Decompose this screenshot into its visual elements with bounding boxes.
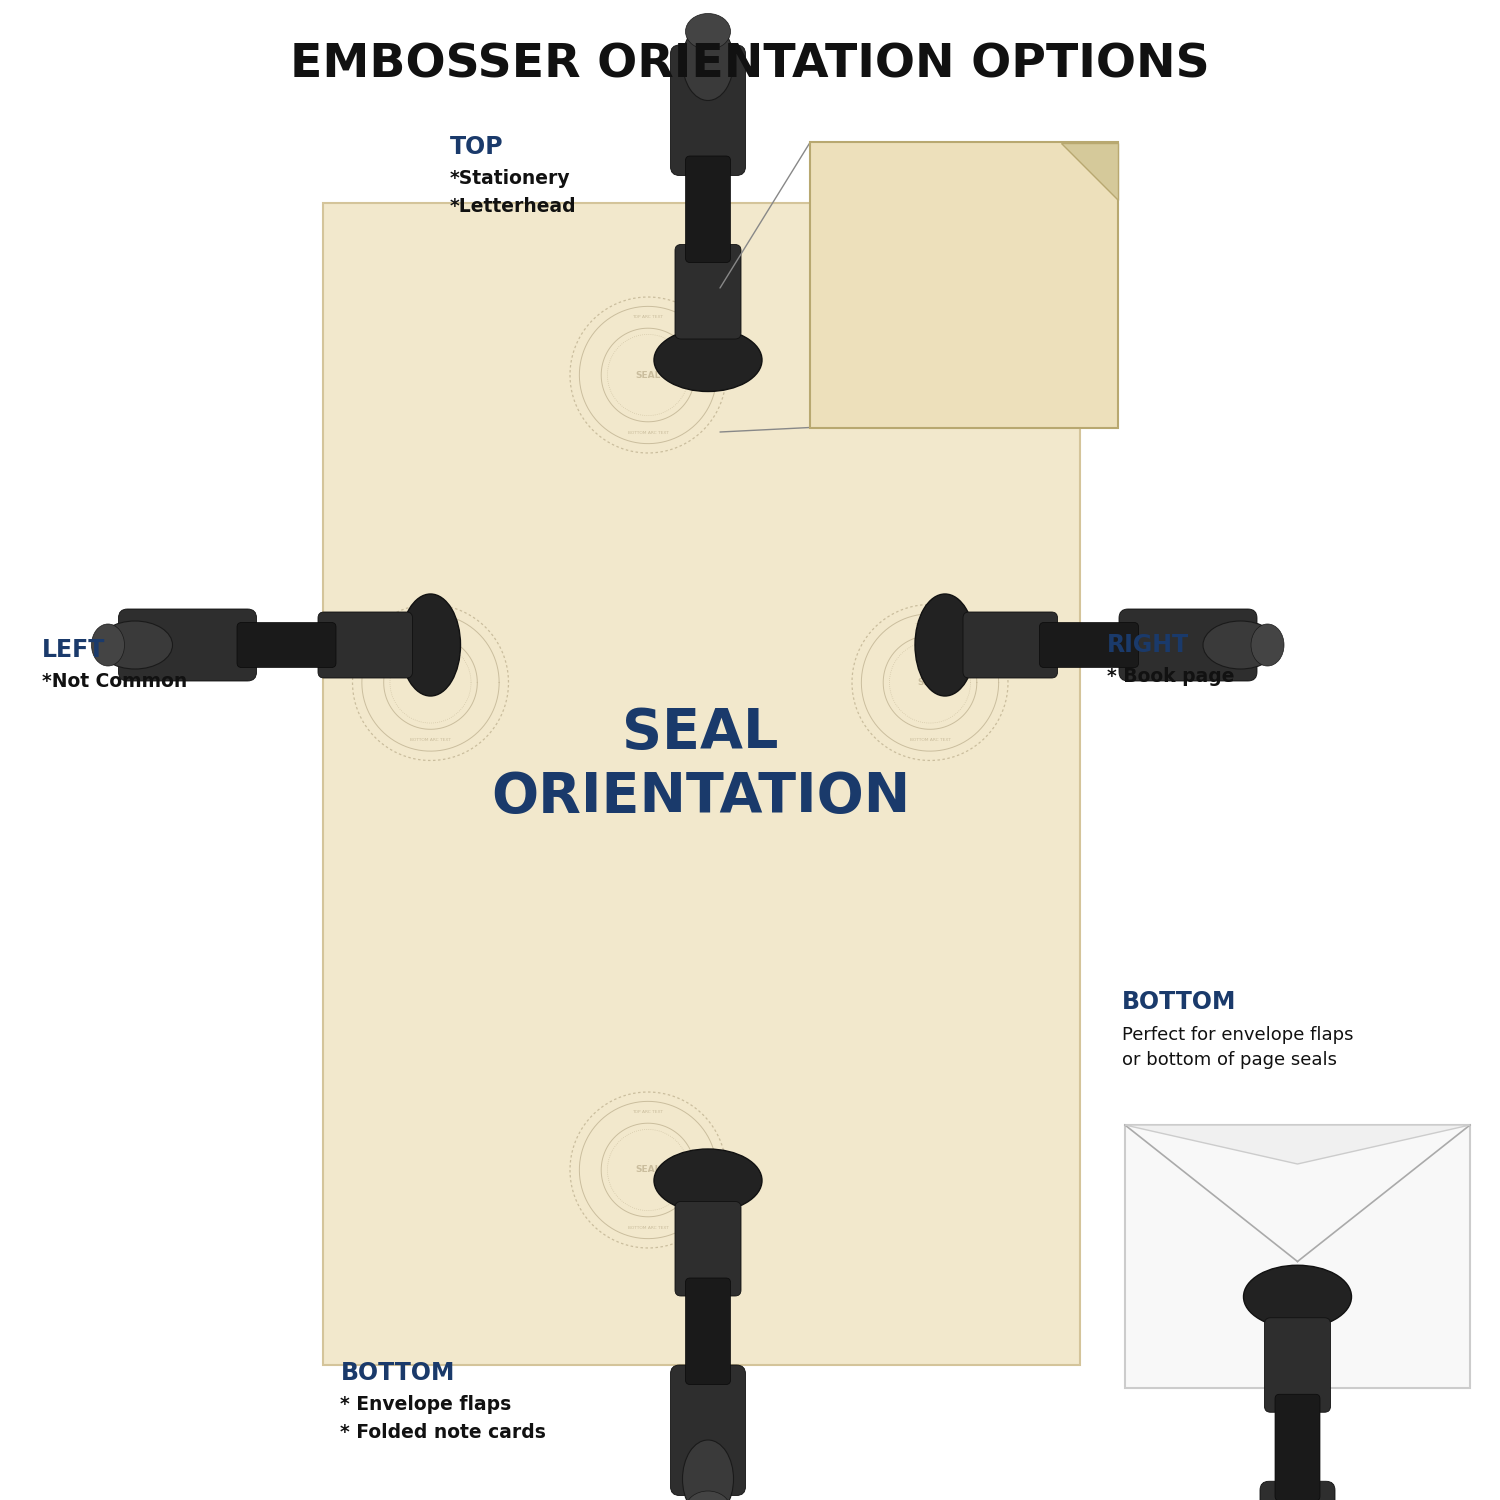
FancyBboxPatch shape xyxy=(675,244,741,339)
Text: BOTTOM ARC TEXT: BOTTOM ARC TEXT xyxy=(627,430,669,435)
Ellipse shape xyxy=(92,624,124,666)
Bar xyxy=(322,202,1080,1365)
Ellipse shape xyxy=(686,1491,730,1500)
Text: BOTTOM: BOTTOM xyxy=(1122,990,1236,1014)
FancyBboxPatch shape xyxy=(675,1202,741,1296)
Text: TOP ARC TEXT: TOP ARC TEXT xyxy=(633,315,663,320)
Ellipse shape xyxy=(682,1440,734,1500)
FancyBboxPatch shape xyxy=(1260,1482,1335,1500)
Text: SEAL: SEAL xyxy=(636,370,660,380)
FancyBboxPatch shape xyxy=(118,609,256,681)
Text: SEAL: SEAL xyxy=(939,273,976,286)
Text: Perfect for envelope flaps
or bottom of page seals: Perfect for envelope flaps or bottom of … xyxy=(1122,1026,1353,1069)
Ellipse shape xyxy=(1244,1266,1352,1329)
FancyBboxPatch shape xyxy=(963,612,1058,678)
Ellipse shape xyxy=(915,594,975,696)
Text: BOTTOM ARC TEXT: BOTTOM ARC TEXT xyxy=(909,738,951,742)
Text: * Envelope flaps
* Folded note cards: * Envelope flaps * Folded note cards xyxy=(340,1395,546,1441)
Text: SEAL: SEAL xyxy=(419,678,442,687)
Text: BOTTOM ARC TEXT: BOTTOM ARC TEXT xyxy=(926,356,988,362)
Polygon shape xyxy=(1125,1125,1470,1164)
Ellipse shape xyxy=(654,1149,762,1212)
FancyBboxPatch shape xyxy=(1264,1318,1330,1413)
Text: LEFT: LEFT xyxy=(42,638,105,662)
Text: BOTTOM ARC TEXT: BOTTOM ARC TEXT xyxy=(627,1226,669,1230)
Text: SEAL
ORIENTATION: SEAL ORIENTATION xyxy=(490,706,910,825)
Text: BOTTOM: BOTTOM xyxy=(340,1360,454,1384)
FancyBboxPatch shape xyxy=(686,1278,730,1384)
Ellipse shape xyxy=(400,594,460,696)
FancyBboxPatch shape xyxy=(670,45,746,176)
FancyBboxPatch shape xyxy=(686,156,730,262)
FancyBboxPatch shape xyxy=(237,622,336,668)
Ellipse shape xyxy=(98,621,172,669)
Ellipse shape xyxy=(686,13,730,50)
Text: *Stationery
*Letterhead: *Stationery *Letterhead xyxy=(450,170,576,216)
Ellipse shape xyxy=(682,22,734,100)
Text: TOP ARC TEXT: TOP ARC TEXT xyxy=(1286,1168,1310,1173)
FancyBboxPatch shape xyxy=(1040,622,1138,668)
FancyBboxPatch shape xyxy=(670,1365,746,1496)
Bar xyxy=(810,142,1118,427)
FancyBboxPatch shape xyxy=(318,612,413,678)
Polygon shape xyxy=(1060,142,1118,200)
Text: TOP ARC TEXT: TOP ARC TEXT xyxy=(933,196,981,202)
Bar xyxy=(1125,1125,1470,1388)
Text: SEAL: SEAL xyxy=(636,1166,660,1174)
FancyBboxPatch shape xyxy=(1275,1395,1320,1500)
Ellipse shape xyxy=(1251,624,1284,666)
Text: *Not Common: *Not Common xyxy=(42,672,188,692)
Ellipse shape xyxy=(654,328,762,392)
Text: TOP ARC TEXT: TOP ARC TEXT xyxy=(416,622,446,627)
Ellipse shape xyxy=(1203,621,1278,669)
Text: RIGHT: RIGHT xyxy=(1107,633,1190,657)
Text: SEAL: SEAL xyxy=(918,678,942,687)
Text: BOTTOM ARC TEXT: BOTTOM ARC TEXT xyxy=(410,738,452,742)
Text: TOP ARC TEXT: TOP ARC TEXT xyxy=(633,1110,663,1114)
Text: TOP: TOP xyxy=(450,135,504,159)
Text: SEAL: SEAL xyxy=(1288,1200,1306,1206)
FancyBboxPatch shape xyxy=(1119,609,1257,681)
Text: BOTTOM ARC TEXT: BOTTOM ARC TEXT xyxy=(1281,1234,1314,1239)
Text: TOP ARC TEXT: TOP ARC TEXT xyxy=(915,622,945,627)
Text: * Book page: * Book page xyxy=(1107,668,1234,687)
Text: EMBOSSER ORIENTATION OPTIONS: EMBOSSER ORIENTATION OPTIONS xyxy=(290,42,1210,87)
